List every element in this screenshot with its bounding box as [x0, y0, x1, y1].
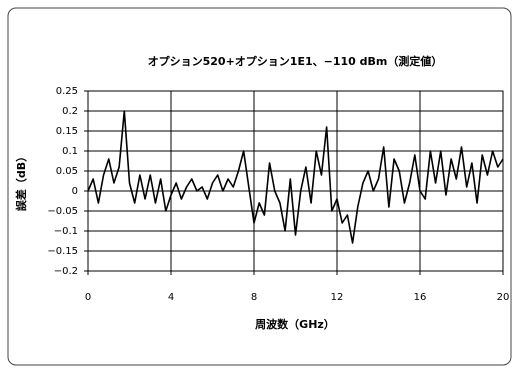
- x-tick-label: 20: [497, 292, 510, 303]
- y-axis-title: 誤差（dB）: [14, 151, 28, 211]
- chart-frame: [7, 7, 512, 366]
- y-tick-label: 0.2: [62, 106, 78, 117]
- y-tick-label: 0.1: [62, 146, 78, 157]
- data-line: [87, 110, 504, 244]
- x-tick-label: 12: [331, 292, 344, 303]
- y-tick-label: 0.05: [56, 166, 78, 177]
- x-tick-label: 4: [168, 292, 174, 303]
- y-tick-label: 0.15: [56, 126, 78, 137]
- y-tick-label: 0.25: [56, 86, 78, 97]
- x-tick-label: 0: [85, 292, 91, 303]
- y-tick-label: −0.1: [54, 226, 78, 237]
- y-tick-label: 0: [72, 186, 78, 197]
- x-tick-label: 16: [414, 292, 427, 303]
- y-tick-label: −0.05: [47, 206, 78, 217]
- x-tick-label: 8: [251, 292, 257, 303]
- y-tick-label: −0.2: [54, 266, 78, 277]
- chart-title: オプション520+オプション1E1、−110 dBm（測定値）: [148, 54, 443, 68]
- y-tick-label: −0.15: [47, 246, 78, 257]
- plot-frame: [87, 90, 504, 272]
- x-axis-title: 周波数（GHz）: [255, 317, 335, 331]
